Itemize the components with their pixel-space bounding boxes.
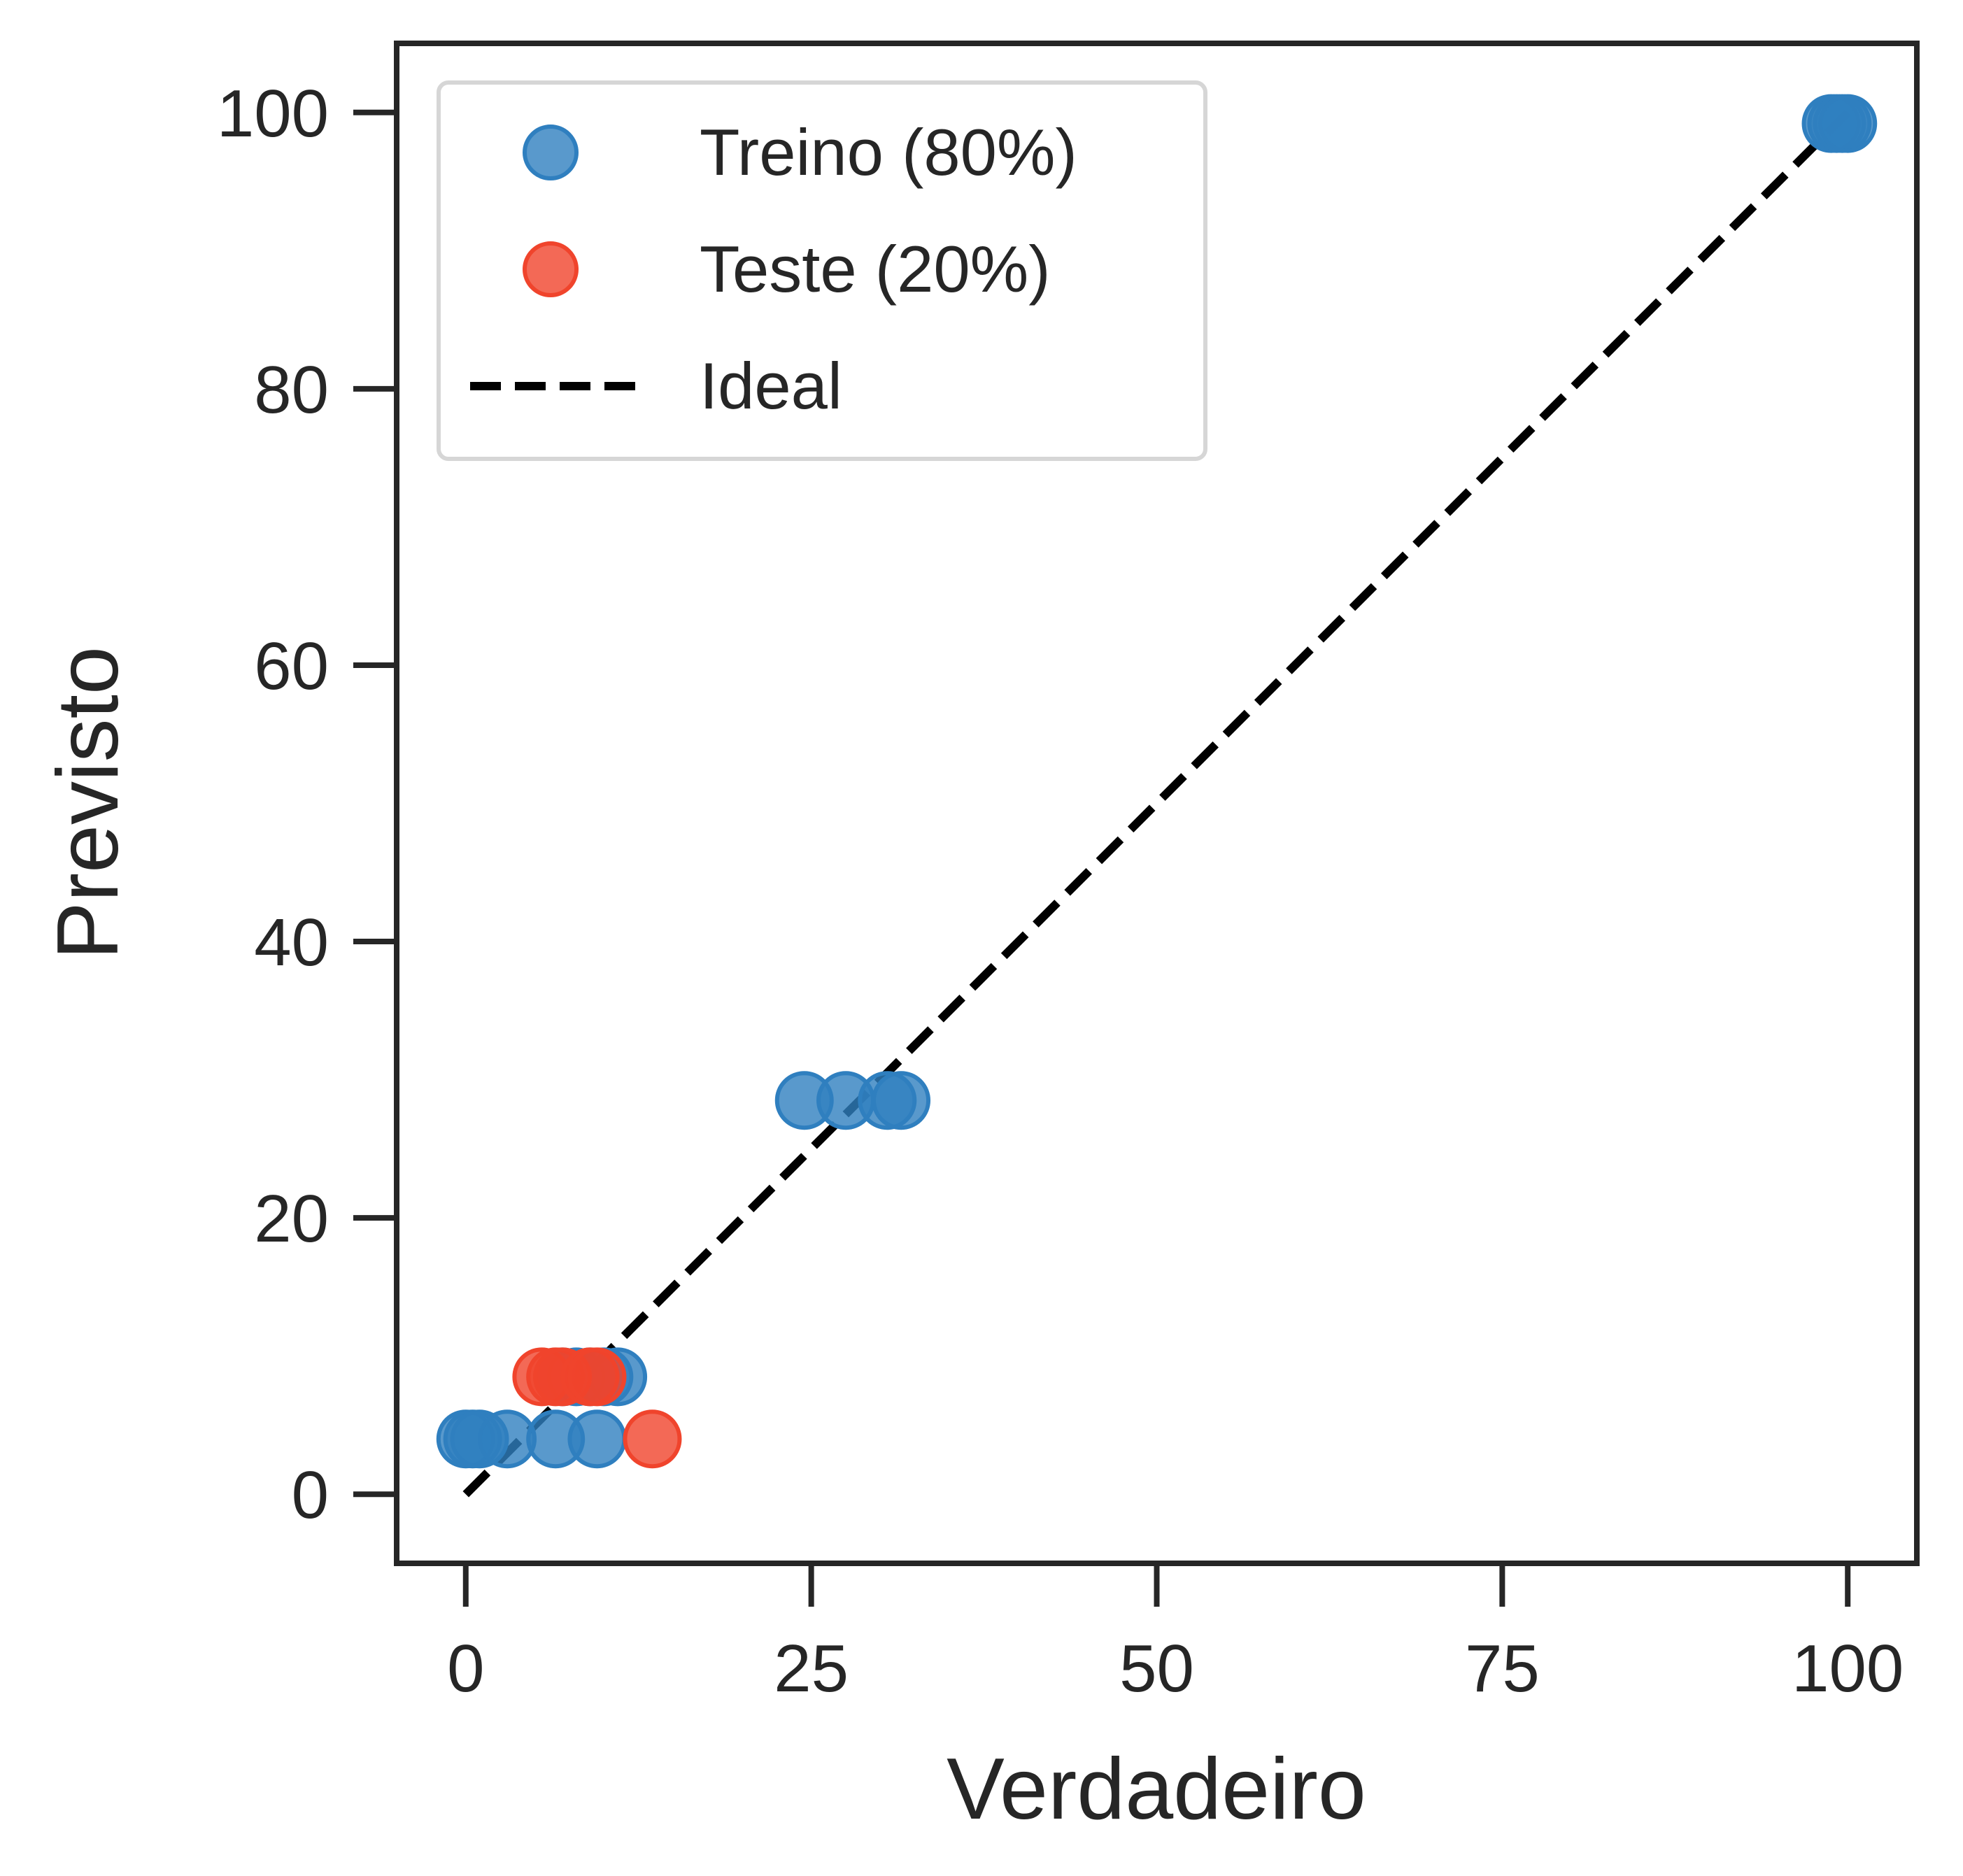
data-point-treino xyxy=(567,1409,627,1469)
legend-marker-teste xyxy=(523,241,579,297)
plot-frame xyxy=(394,41,1920,1566)
legend-label-treino: Treino (80%) xyxy=(700,115,1077,189)
y-tick-label: 40 xyxy=(254,905,329,980)
data-point-teste xyxy=(567,1347,627,1407)
legend-marker-treino xyxy=(523,125,579,180)
data-points xyxy=(436,94,1878,1469)
x-tick-label: 0 xyxy=(447,1631,484,1706)
legend-label-teste: Teste (20%) xyxy=(700,232,1051,306)
y-tick-label: 100 xyxy=(217,76,329,151)
y-tick-label: 0 xyxy=(292,1458,329,1533)
x-tick-label: 25 xyxy=(774,1631,849,1706)
axis-ticks: 0 25 50 75 100 0 20 40 60 80 100 xyxy=(217,76,1904,1706)
ideal-line xyxy=(462,109,1851,1498)
data-point-treino xyxy=(872,1071,931,1130)
legend: Treino (80%) Teste (20%) Ideal xyxy=(437,80,1207,461)
data-point-treino xyxy=(1818,94,1878,153)
x-axis-label: Verdadeiro xyxy=(947,1741,1366,1838)
x-tick-label: 50 xyxy=(1119,1631,1194,1706)
data-point-teste xyxy=(623,1409,682,1469)
x-tick-label: 75 xyxy=(1465,1631,1540,1706)
y-tick-label: 20 xyxy=(254,1181,329,1256)
x-tick-label: 100 xyxy=(1792,1631,1904,1706)
y-tick-label: 80 xyxy=(254,353,329,427)
legend-box xyxy=(437,80,1207,461)
y-axis-label: Previsto xyxy=(40,646,136,960)
y-tick-label: 60 xyxy=(254,629,329,704)
legend-label-ideal: Ideal xyxy=(700,349,842,422)
ideal-line-layer xyxy=(462,109,1851,1498)
